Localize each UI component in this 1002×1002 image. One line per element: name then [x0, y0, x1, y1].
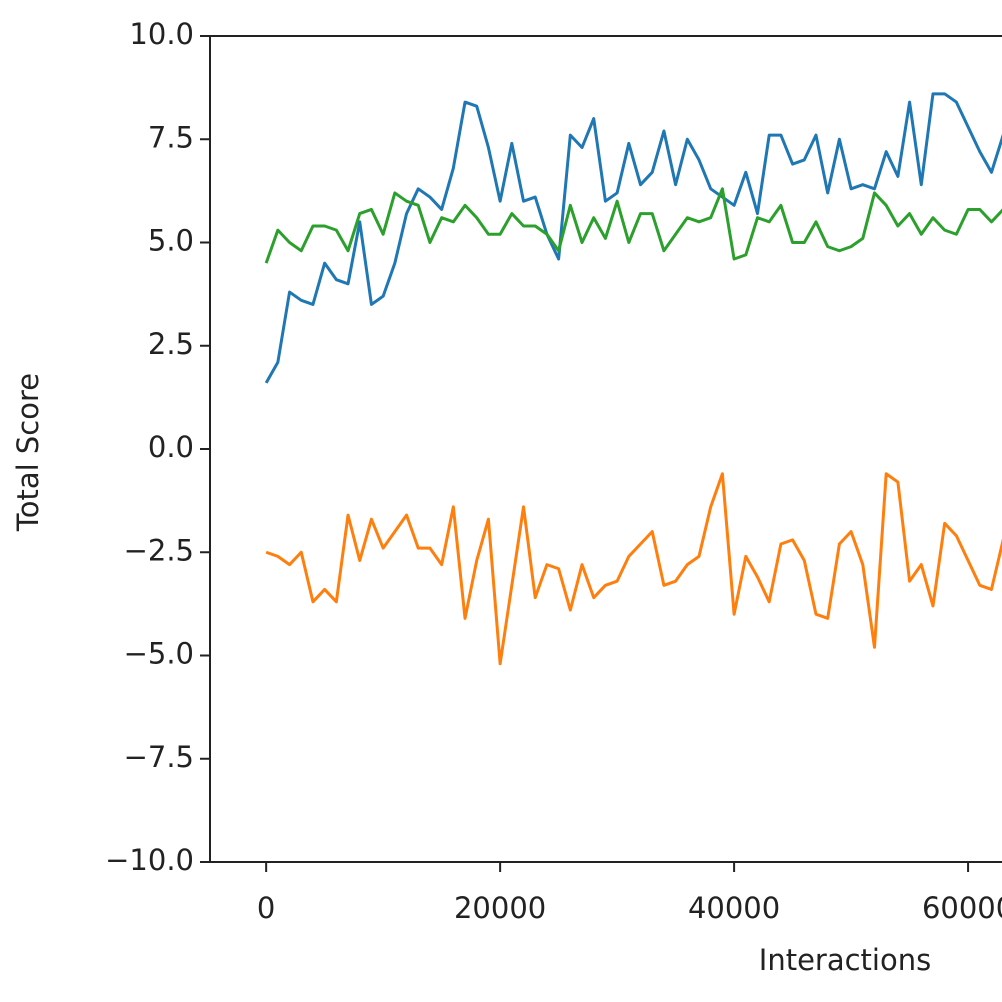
- line-series: [265, 472, 1002, 666]
- x-tick-label: 0: [257, 891, 275, 925]
- line-series: [264, 187, 1002, 264]
- x-tick-label: 20000: [454, 891, 546, 925]
- x-tick-label: 40000: [688, 891, 780, 925]
- y-tick-label: −2.5: [124, 533, 194, 567]
- y-tick-label: 0.0: [148, 430, 194, 464]
- y-tick-label: 7.5: [148, 120, 194, 154]
- y-tick-label: −7.5: [124, 740, 194, 774]
- y-axis-label: Total Score: [11, 373, 45, 532]
- y-tick-label: 10.0: [129, 17, 194, 51]
- y-tick-label: −10.0: [105, 843, 194, 877]
- y-tick-label: 5.0: [148, 224, 194, 258]
- y-tick-label: −5.0: [124, 637, 194, 671]
- x-axis-label: Interactions: [759, 943, 931, 977]
- x-tick-label: 60000: [922, 891, 1002, 925]
- line-series: [264, 92, 1002, 384]
- axes-frame: [209, 35, 1002, 863]
- y-tick-label: 2.5: [148, 327, 194, 361]
- plot-area: [264, 92, 1002, 666]
